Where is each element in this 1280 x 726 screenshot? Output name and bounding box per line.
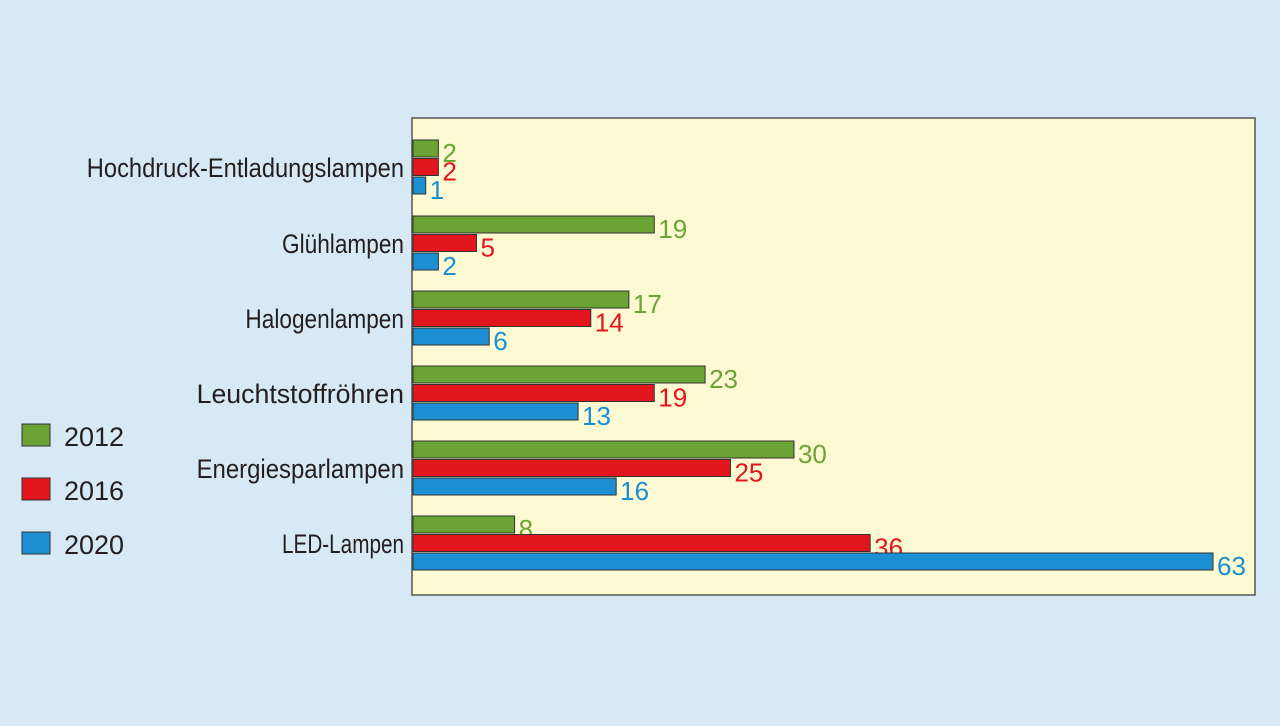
legend-swatch (21, 531, 51, 555)
value-label: 1 (430, 175, 444, 205)
value-label: 63 (1217, 551, 1246, 581)
legend-swatch (21, 477, 51, 501)
bar-2020 (412, 552, 1214, 571)
legend-item-2020: 2020 (21, 530, 124, 560)
value-label: 19 (658, 214, 687, 244)
bar-2012 (412, 440, 795, 459)
value-label: 25 (734, 458, 763, 488)
bar-2016 (412, 158, 439, 176)
plot-area (411, 117, 1256, 596)
legend-item-2016: 2016 (21, 476, 124, 506)
value-label: 6 (493, 326, 507, 356)
value-label: 13 (582, 401, 611, 431)
category-label: Energiesparlampen (197, 454, 404, 484)
legend-item-2012: 2012 (21, 422, 124, 452)
value-label: 5 (480, 233, 494, 263)
bar-2016 (412, 234, 477, 252)
legend-label: 2016 (64, 476, 124, 506)
bar-2020 (412, 327, 490, 346)
bar-2012 (412, 290, 630, 309)
bar-2016 (412, 384, 655, 402)
bar-2020 (412, 176, 427, 195)
bar-2012 (412, 515, 516, 534)
value-label: 2 (442, 157, 456, 187)
category-label: Halogenlampen (245, 304, 404, 334)
bar-2016 (412, 534, 871, 552)
value-label: 23 (709, 364, 738, 394)
value-label: 19 (658, 383, 687, 413)
value-label: 16 (620, 476, 649, 506)
bar-2016 (412, 309, 592, 327)
value-label: 30 (798, 439, 827, 469)
value-label: 17 (633, 289, 662, 319)
category-label: Leuchtstoffröhren (197, 379, 404, 409)
category-label: LED-Lampen (282, 529, 404, 559)
bar-2016 (412, 459, 731, 477)
legend-swatch (21, 423, 51, 447)
bar-2020 (412, 402, 579, 421)
value-label: 2 (442, 251, 456, 281)
bar-2020 (412, 477, 617, 496)
bar-2012 (412, 139, 439, 158)
legend-label: 2020 (64, 530, 124, 560)
value-label: 14 (595, 308, 624, 338)
bar-2012 (412, 215, 655, 234)
category-label: Hochdruck-Entladungslampen (87, 153, 404, 183)
bar-2012 (412, 365, 706, 384)
value-label: 2 (442, 138, 456, 168)
legend-label: 2012 (64, 422, 124, 452)
bar-2020 (412, 252, 439, 271)
category-label: Glühlampen (282, 229, 404, 259)
